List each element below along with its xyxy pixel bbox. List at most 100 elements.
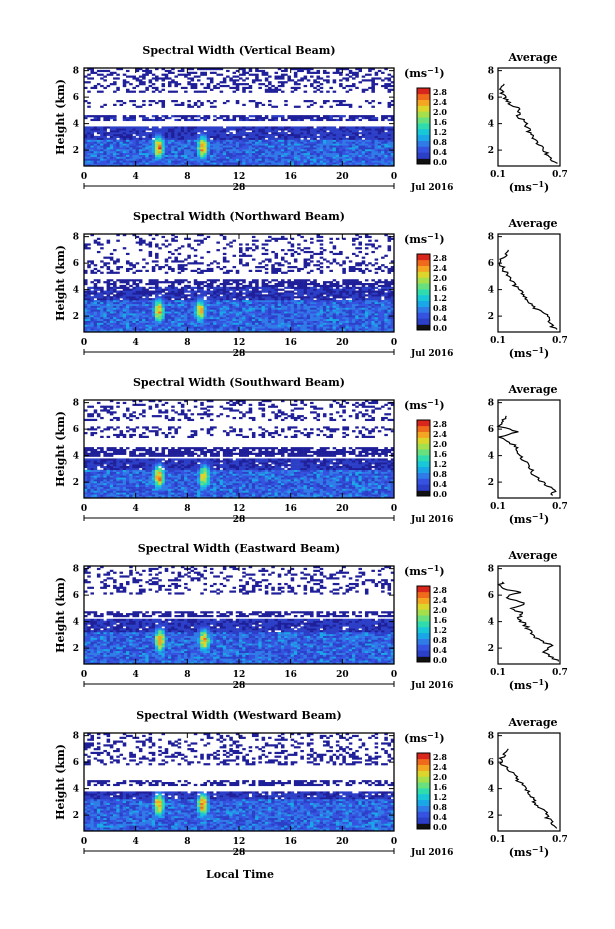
heatmap-cell [193, 269, 198, 272]
heatmap-cell [374, 137, 379, 140]
heatmap-cell [161, 322, 166, 325]
heatmap-cell [251, 118, 256, 122]
heatmap-cell [284, 307, 288, 310]
heatmap-cell [322, 141, 327, 144]
heatmap-cell [187, 71, 191, 74]
heatmap-cell [174, 152, 178, 155]
heatmap-cell [274, 156, 279, 159]
heatmap-cell [203, 162, 208, 165]
heatmap-cell [368, 154, 372, 157]
heatmap-cell [235, 281, 240, 284]
heatmap-cell [280, 162, 285, 165]
heatmap-cell [164, 156, 169, 159]
heatmap-cell [129, 326, 133, 329]
heatmap-cell [287, 126, 291, 129]
heatmap-cell [290, 294, 295, 297]
heatmap-cell [164, 117, 169, 120]
heatmap-cell [326, 81, 330, 84]
heatmap-cell [284, 286, 288, 289]
heatmap-cell [226, 313, 230, 316]
heatmap-cell [248, 126, 253, 129]
heatmap-cell [293, 141, 298, 144]
heatmap-cell [364, 145, 369, 148]
heatmap-cell [245, 143, 249, 146]
heatmap-cell [158, 156, 162, 159]
heatmap-cell [158, 77, 162, 80]
heatmap-cell [200, 241, 204, 244]
heatmap-cell [122, 81, 127, 84]
heatmap-cell [206, 137, 211, 140]
heatmap-cell [248, 137, 253, 140]
heatmap-cell [242, 68, 246, 71]
heatmap-cell [297, 158, 301, 161]
heatmap-cell [329, 115, 333, 118]
heatmap-cell [151, 283, 156, 286]
heatmap-cell [255, 105, 259, 108]
heatmap-cell [364, 117, 369, 120]
heatmap-cell [261, 252, 266, 256]
heatmap-cell [129, 152, 133, 155]
heatmap-cell [206, 117, 211, 120]
heatmap-cell [187, 328, 191, 331]
heatmap-cell [300, 320, 304, 323]
heatmap-cell [300, 152, 304, 155]
heatmap-cell [297, 86, 301, 90]
heatmap-cell [280, 115, 285, 118]
heatmap-cell [177, 118, 182, 122]
heatmap-cell [138, 315, 143, 318]
heatmap-cell [158, 307, 162, 310]
heatmap-cell [287, 316, 291, 320]
heatmap-cell [277, 318, 282, 321]
heatmap-cell [87, 313, 91, 316]
heatmap-cell [158, 316, 162, 320]
heatmap-cell [390, 137, 395, 140]
heatmap-cell [90, 260, 94, 263]
heatmap-cell [177, 303, 182, 306]
heatmap-cell [164, 69, 169, 73]
heatmap-cell [203, 309, 208, 312]
heatmap-cell [164, 133, 169, 137]
heatmap-cell [280, 249, 285, 252]
heatmap-cell [216, 249, 220, 252]
heatmap-cell [261, 83, 266, 86]
heatmap-cell [197, 298, 201, 301]
date-label: 28 [233, 183, 246, 193]
heatmap-cell [245, 284, 249, 288]
heatmap-cell [345, 149, 350, 152]
heatmap-cell [158, 328, 162, 331]
heatmap-cell [345, 152, 350, 155]
heatmap-cell [164, 292, 169, 295]
heatmap-cell [348, 141, 353, 144]
heatmap-cell [187, 154, 191, 157]
heatmap-cell [368, 152, 372, 155]
heatmap-cell [122, 128, 127, 131]
heatmap-cell [190, 117, 195, 120]
heatmap-cell [219, 307, 224, 310]
heatmap-cell [113, 326, 117, 329]
heatmap-cell [197, 239, 201, 242]
heatmap-cell [310, 237, 314, 240]
heatmap-cell [226, 69, 230, 73]
heatmap-cell [293, 309, 298, 312]
heatmap-cell [248, 305, 253, 308]
heatmap-cell [197, 149, 201, 152]
heatmap-cell [177, 313, 182, 316]
heatmap-cell [326, 152, 330, 155]
heatmap-cell [193, 292, 198, 295]
heatmap-cell [300, 145, 304, 148]
heatmap-cell [142, 150, 146, 154]
heatmap-cell [164, 75, 169, 78]
heatmap-cell [261, 307, 266, 310]
heatmap-cell [193, 83, 198, 86]
heatmap-cell [277, 77, 282, 80]
heatmap-cell [332, 126, 337, 129]
heatmap-cell [209, 301, 214, 305]
heatmap-cell [251, 243, 256, 246]
heatmap-cell [290, 249, 295, 252]
heatmap-cell [329, 154, 333, 157]
heatmap-cell [245, 160, 249, 163]
heatmap-cell [135, 79, 140, 82]
heatmap-cell [93, 271, 98, 274]
heatmap-cell [303, 133, 308, 137]
heatmap-cell [345, 133, 350, 137]
